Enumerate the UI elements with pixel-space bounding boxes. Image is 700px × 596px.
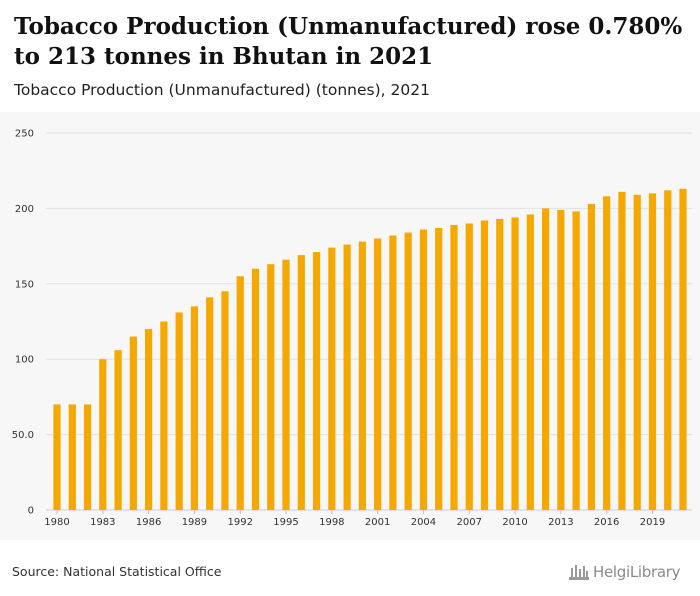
x-tick-label: 1986 xyxy=(136,517,161,528)
x-tick-label: 1983 xyxy=(90,517,115,528)
bar xyxy=(251,268,260,510)
bar xyxy=(312,252,321,510)
bar xyxy=(236,276,244,510)
y-tick-label: 100 xyxy=(15,355,34,366)
bar xyxy=(343,244,351,510)
bar xyxy=(83,404,92,510)
bar xyxy=(129,336,137,510)
y-tick-label: 150 xyxy=(15,279,34,290)
x-tick-label: 1989 xyxy=(182,517,207,528)
bar xyxy=(557,209,565,510)
bar xyxy=(282,259,290,510)
bar xyxy=(541,208,550,510)
x-tick-label: 2001 xyxy=(365,517,390,528)
y-tick-label: 250 xyxy=(15,129,34,140)
bar xyxy=(267,264,275,510)
bar xyxy=(297,255,305,510)
x-tick-label: 2010 xyxy=(502,517,527,528)
y-tick-label: 0 xyxy=(28,506,34,517)
bar xyxy=(618,191,626,510)
bar xyxy=(404,232,412,510)
bar xyxy=(114,350,122,510)
bar xyxy=(206,297,214,510)
bar xyxy=(175,312,183,510)
x-tick-label: 2004 xyxy=(411,517,436,528)
bar xyxy=(53,404,61,510)
bar xyxy=(68,404,76,510)
bar xyxy=(664,190,672,511)
bar xyxy=(511,217,519,510)
library-building-icon xyxy=(569,565,589,580)
bar xyxy=(633,194,641,510)
bar xyxy=(450,224,458,510)
source-note: Source: National Statistical Office xyxy=(12,564,222,579)
x-tick-label: 2016 xyxy=(594,517,619,528)
x-tick-label: 1980 xyxy=(44,517,69,528)
bar xyxy=(190,306,199,510)
bar xyxy=(160,321,168,510)
bar xyxy=(465,223,473,510)
bar xyxy=(145,329,153,510)
x-tick-label: 1992 xyxy=(227,517,252,528)
chart-subtitle: Tobacco Production (Unmanufactured) (ton… xyxy=(14,81,430,99)
bar xyxy=(389,235,397,510)
bar xyxy=(328,247,336,511)
x-tick-label: 2007 xyxy=(457,517,482,528)
bar xyxy=(99,359,107,510)
helgi-library-logo[interactable]: HelgiLibrary xyxy=(568,561,681,583)
bar xyxy=(496,218,504,510)
x-tick-label: 2019 xyxy=(640,517,665,528)
bar xyxy=(679,188,687,511)
x-tick-label: 1998 xyxy=(319,517,344,528)
bar xyxy=(419,229,428,510)
bar xyxy=(358,241,366,510)
bar xyxy=(435,228,443,510)
page-title: Tobacco Production (Unmanufactured) rose… xyxy=(14,13,683,70)
y-tick-label: 200 xyxy=(15,204,34,215)
bar xyxy=(221,291,229,510)
bar xyxy=(572,211,580,511)
bar xyxy=(587,203,595,510)
bar xyxy=(480,220,489,510)
bar xyxy=(603,196,611,510)
bar xyxy=(374,238,382,510)
brand-name: HelgiLibrary xyxy=(593,563,681,581)
y-tick-label: 50.0 xyxy=(12,430,34,441)
chart-area: 0 50.0 100 150 200 250 1980 1983 1986 1989 1992 199… xyxy=(0,112,700,540)
bar-chart: 0 50.0 100 150 200 250 1980 1983 1986 1989 1992 199… xyxy=(12,129,692,528)
bar xyxy=(526,214,534,510)
bar xyxy=(648,193,657,510)
x-tick-label: 1995 xyxy=(273,517,298,528)
x-tick-label: 2013 xyxy=(548,517,573,528)
